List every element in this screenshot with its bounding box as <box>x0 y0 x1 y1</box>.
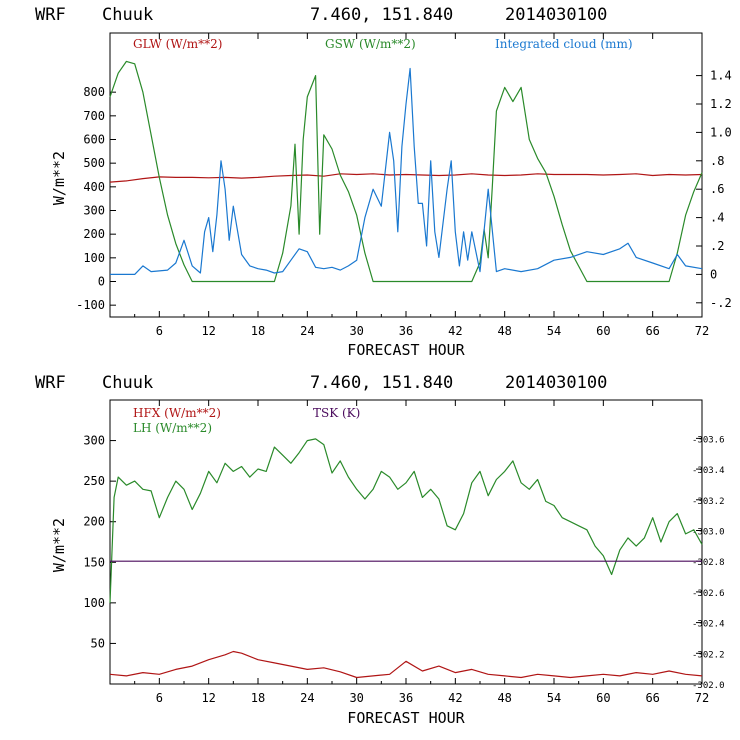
panel1-station: Chuuk <box>102 5 153 25</box>
x-tick-label: 30 <box>349 324 363 338</box>
panel-radiation-cloud: WRF Chuuk 7.460, 151.840 2014030100 GLW … <box>35 5 732 359</box>
panel2-date: 2014030100 <box>505 373 607 393</box>
y2-tick-label: .8 <box>710 154 724 168</box>
y-tick-label: 200 <box>83 227 105 241</box>
y-tick-label: 250 <box>83 474 105 488</box>
panel1-legend-glw: GLW (W/m**2) <box>133 37 222 51</box>
x-tick-label: 12 <box>201 691 215 705</box>
y2-tick-label: 1.4 <box>710 69 732 83</box>
panel2-coords: 7.460, 151.840 <box>310 373 453 393</box>
y-tick-label: 800 <box>83 85 105 99</box>
panel2-plot-frame <box>109 399 703 685</box>
panel1-series <box>109 60 703 283</box>
y-tick-label: 150 <box>83 555 105 569</box>
panel2-legend-lh: LH (W/m**2) <box>133 421 212 435</box>
y2-tick-label: .2 <box>710 239 724 253</box>
y2-tick-label: .6 <box>710 182 724 196</box>
y2-tick-label: -302.6 <box>692 589 725 599</box>
series-line-lh <box>109 438 703 603</box>
y-tick-label: 100 <box>83 251 105 265</box>
x-tick-label: 48 <box>497 324 511 338</box>
x-tick-label: 12 <box>201 324 215 338</box>
panel2-y-axis-label: W/m**2 <box>50 518 68 572</box>
panel1-legend-gsw: GSW (W/m**2) <box>325 37 416 51</box>
y2-tick-label: 1.2 <box>710 97 732 111</box>
panel2-station: Chuuk <box>102 373 153 393</box>
y2-tick-label: -302.4 <box>692 620 725 630</box>
panel2-model: WRF <box>35 373 66 393</box>
y2-tick-label: -303.6 <box>692 435 725 445</box>
x-tick-label: 54 <box>547 324 561 338</box>
y-tick-label: 300 <box>83 434 105 448</box>
panel1-header: WRF Chuuk 7.460, 151.840 2014030100 <box>35 5 607 25</box>
y-tick-label: 300 <box>83 204 105 218</box>
series-line-integrated <box>110 67 703 275</box>
x-tick-label: 24 <box>300 324 314 338</box>
y-tick-label: 50 <box>91 636 105 650</box>
y2-tick-label: 0 <box>710 267 717 281</box>
y-tick-label: 700 <box>83 109 105 123</box>
y2-tick-label: .4 <box>710 211 724 225</box>
y2-tick-label: -303.0 <box>692 527 725 537</box>
series-line-glw <box>109 173 703 183</box>
y2-tick-label: 1.0 <box>710 125 732 139</box>
y-tick-label: 400 <box>83 180 105 194</box>
panel2-legend-hfx: HFX (W/m**2) <box>133 406 221 420</box>
series-line-gsw <box>109 60 703 283</box>
panel1-date: 2014030100 <box>505 5 607 25</box>
x-tick-label: 36 <box>399 691 413 705</box>
panel2-y2-ticks: -302.0 -302.2 -302.4 -302.6 -302.8 -303.0 -303… <box>692 435 725 691</box>
x-tick-label: 66 <box>645 691 659 705</box>
x-tick-label: 54 <box>547 691 561 705</box>
y2-tick-label: -302.0 <box>692 681 725 691</box>
x-tick-label: 36 <box>399 324 413 338</box>
y2-tick-label: -303.4 <box>692 466 725 476</box>
x-tick-label: 6 <box>156 691 163 705</box>
x-tick-label: 42 <box>448 324 462 338</box>
x-tick-label: 42 <box>448 691 462 705</box>
x-tick-label: 48 <box>497 691 511 705</box>
panel1-x-axis-label: FORECAST HOUR <box>347 341 465 359</box>
x-tick-label: 72 <box>695 324 709 338</box>
x-tick-label: 30 <box>349 691 363 705</box>
panel1-coords: 7.460, 151.840 <box>310 5 453 25</box>
y2-tick-label: -302.2 <box>692 650 725 660</box>
y-tick-label: 0 <box>98 275 105 289</box>
y-tick-label: -100 <box>76 298 105 312</box>
y2-tick-label: -302.8 <box>692 558 725 568</box>
panel2-series <box>109 438 703 679</box>
panel1-y-axis-label: W/m**2 <box>50 151 68 205</box>
x-tick-label: 24 <box>300 691 314 705</box>
x-tick-label: 60 <box>596 691 610 705</box>
y-tick-label: 100 <box>83 596 105 610</box>
x-tick-label: 18 <box>251 324 265 338</box>
panel1-x-ticks: 6 12 18 24 30 36 42 48 54 60 66 72 <box>134 33 709 338</box>
panel1-legend-cloud: Integrated cloud (mm) <box>495 37 633 51</box>
y-tick-label: 500 <box>83 156 105 170</box>
panel2-legend-tsk: TSK (K) <box>313 406 360 420</box>
panel1-model: WRF <box>35 5 66 25</box>
x-tick-label: 72 <box>695 691 709 705</box>
y-tick-label: 200 <box>83 515 105 529</box>
panel1-y2-ticks: -.2 0 .2 .4 .6 .8 1.0 1.2 1.4 <box>696 69 732 310</box>
panel-heat-flux: WRF Chuuk 7.460, 151.840 2014030100 HFX … <box>35 373 725 727</box>
panel2-x-axis-label: FORECAST HOUR <box>347 709 465 727</box>
y-tick-label: 600 <box>83 133 105 147</box>
x-tick-label: 18 <box>251 691 265 705</box>
x-tick-label: 60 <box>596 324 610 338</box>
y2-tick-label: -.2 <box>710 296 732 310</box>
x-tick-label: 6 <box>156 324 163 338</box>
panel1-y-ticks: -100 0 100 200 300 400 500 600 700 800 <box>76 85 116 312</box>
x-tick-label: 66 <box>645 324 659 338</box>
panel2-y-ticks: 50 100 150 200 250 300 <box>83 434 116 650</box>
series-line-hfx <box>109 650 703 679</box>
panel2-header: WRF Chuuk 7.460, 151.840 2014030100 <box>35 373 607 393</box>
panel2-x-ticks: 6 12 18 24 30 36 42 48 54 60 66 72 <box>134 400 709 705</box>
y2-tick-label: -303.2 <box>692 497 725 507</box>
